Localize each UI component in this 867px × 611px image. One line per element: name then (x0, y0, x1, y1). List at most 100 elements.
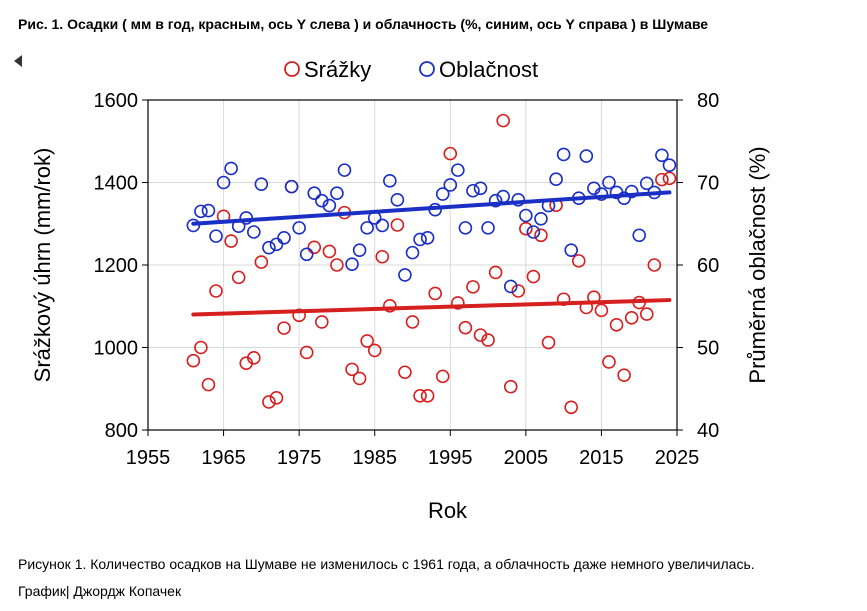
data-point-oblacnost (632, 228, 647, 243)
x-tick-label: 1955 (126, 447, 171, 469)
data-point-oblacnost (216, 175, 231, 190)
data-point-srazky (352, 371, 367, 386)
data-point-srazky (655, 172, 669, 187)
data-point-srazky (299, 345, 314, 360)
data-point-srazky (435, 369, 450, 384)
data-point-oblacnost (503, 279, 518, 294)
data-point-srazky (451, 296, 465, 310)
y2-tick-label: 80 (697, 90, 719, 112)
data-point-srazky (269, 391, 284, 405)
data-point-srazky (322, 244, 337, 259)
data-point-oblacnost (420, 230, 435, 245)
data-point-srazky (481, 333, 495, 347)
data-point-oblacnost (564, 243, 579, 257)
data-point-srazky (617, 368, 631, 382)
data-point-oblacnost (330, 186, 344, 201)
figure-credit: График| Джордж Копачек (18, 583, 182, 599)
data-point-srazky (466, 280, 480, 294)
data-point-srazky (254, 255, 269, 269)
x-tick-label: 1995 (428, 447, 473, 469)
data-point-srazky (247, 351, 261, 365)
data-point-oblacnost (466, 183, 480, 198)
data-point-srazky (503, 379, 518, 394)
data-point-oblacnost (655, 148, 669, 163)
data-point-oblacnost (662, 158, 677, 172)
legend-label-srazky: Srážky (304, 57, 371, 82)
data-point-srazky (428, 286, 442, 301)
x-tick-label: 2015 (579, 447, 624, 469)
data-point-oblacnost (315, 193, 329, 208)
trend-line-oblacnost (191, 190, 672, 226)
y-axis-title: Srážkový úhrn (mm/rok) (30, 148, 55, 383)
data-point-srazky (398, 365, 412, 380)
data-point-oblacnost (594, 187, 609, 201)
data-point-srazky (375, 249, 390, 264)
back-arrow-icon[interactable] (14, 55, 22, 67)
data-point-srazky (473, 328, 488, 342)
data-point-srazky (609, 318, 624, 332)
data-point-srazky (594, 303, 609, 318)
y2-tick-label: 50 (697, 338, 719, 360)
data-point-oblacnost (299, 247, 314, 262)
data-point-oblacnost (602, 175, 616, 190)
data-point-srazky (534, 228, 548, 243)
data-point-oblacnost (458, 221, 473, 235)
data-point-oblacnost (488, 193, 503, 208)
legend-marker-oblacnost (419, 61, 435, 77)
y-tick-label: 1000 (94, 338, 139, 360)
data-point-oblacnost (481, 221, 495, 235)
data-point-srazky (639, 307, 654, 321)
data-point-srazky (307, 240, 322, 255)
y2-tick-label: 70 (697, 173, 719, 195)
data-point-srazky (420, 388, 435, 403)
data-point-srazky (367, 343, 382, 358)
legend-marker-srazky (284, 61, 300, 77)
data-point-srazky (315, 315, 329, 329)
data-point-srazky (405, 315, 420, 329)
x-tick-label: 2025 (655, 447, 700, 469)
data-point-oblacnost (254, 177, 269, 191)
legend-label-oblacnost: Oblačnost (439, 57, 538, 82)
data-point-srazky (602, 355, 616, 369)
data-point-srazky (186, 353, 201, 368)
data-point-oblacnost (352, 243, 367, 257)
data-point-oblacnost (624, 184, 639, 199)
data-point-srazky (413, 388, 427, 403)
data-point-oblacnost (360, 221, 374, 235)
data-point-oblacnost (405, 245, 420, 260)
data-point-srazky (624, 310, 639, 325)
figure-caption: Рисунок 1. Количество осадков на Шумаве … (18, 556, 755, 572)
data-point-srazky (496, 113, 510, 128)
data-point-srazky (564, 400, 579, 415)
data-point-oblacnost (322, 198, 337, 213)
y-tick-label: 1200 (94, 255, 139, 277)
data-point-srazky (647, 258, 662, 272)
data-point-oblacnost (413, 232, 427, 247)
trend-line-srazky (191, 298, 672, 317)
data-point-oblacnost (443, 178, 458, 192)
data-point-oblacnost (269, 237, 284, 252)
data-point-oblacnost (549, 172, 563, 186)
figure-title: Рис. 1. Осадки ( мм в год, красным, ось … (18, 16, 709, 32)
data-point-srazky (383, 299, 397, 313)
data-point-oblacnost (556, 147, 571, 162)
data-point-srazky (231, 270, 246, 285)
data-point-oblacnost (639, 176, 654, 191)
data-point-oblacnost (209, 229, 223, 243)
data-point-srazky (345, 362, 359, 377)
data-point-oblacnost (519, 208, 533, 223)
data-point-oblacnost (194, 204, 208, 219)
data-point-srazky (488, 265, 503, 280)
data-point-srazky (224, 234, 238, 248)
data-point-oblacnost (224, 161, 238, 176)
data-point-oblacnost (262, 240, 276, 255)
x-tick-label: 2005 (504, 447, 549, 469)
data-point-srazky (330, 258, 344, 272)
data-point-oblacnost (579, 149, 594, 163)
data-point-oblacnost (473, 181, 488, 196)
data-point-srazky (277, 321, 291, 335)
data-point-srazky (519, 221, 533, 236)
data-point-oblacnost (345, 257, 359, 271)
data-point-oblacnost (337, 163, 352, 177)
y-tick-label: 800 (105, 420, 138, 442)
